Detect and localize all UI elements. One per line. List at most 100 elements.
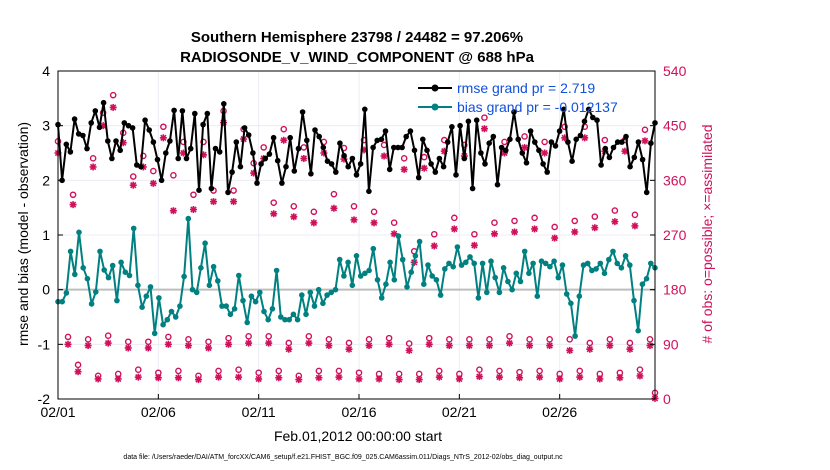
y-tick-label-right: 360 xyxy=(663,172,687,188)
star-stroke xyxy=(385,341,393,348)
obs-possible-marker xyxy=(370,208,378,216)
obs-assimilated-marker xyxy=(295,376,303,384)
bias-point xyxy=(210,263,217,270)
bias-series xyxy=(55,215,658,339)
obs-assimilated-marker xyxy=(134,373,142,381)
bias-point xyxy=(168,308,175,315)
bias-point xyxy=(408,269,415,276)
obs-possible-marker xyxy=(385,334,393,342)
bias-point xyxy=(374,277,381,283)
rmse-point xyxy=(370,144,376,151)
obs-assimilated-marker xyxy=(445,342,453,350)
obs-assimilated-marker xyxy=(205,344,213,352)
bias-point xyxy=(463,259,469,266)
obs-possible-marker xyxy=(430,230,438,238)
bias-point xyxy=(345,259,351,266)
obs-assimilated-marker xyxy=(541,149,549,157)
bias-point xyxy=(198,265,204,271)
star-stroke xyxy=(210,198,217,205)
obs-assimilated-marker xyxy=(571,228,579,236)
y-tick-label-right: 540 xyxy=(663,63,687,79)
bias-point xyxy=(303,311,309,318)
obs-assimilated-marker xyxy=(325,342,333,350)
bias-point xyxy=(391,277,398,283)
star-stroke xyxy=(330,205,338,212)
bias-point xyxy=(437,292,444,298)
rmse-point xyxy=(304,137,310,144)
star-stroke xyxy=(596,375,603,383)
bias-point xyxy=(114,297,120,304)
star-stroke xyxy=(406,347,413,354)
star-stroke xyxy=(255,375,262,383)
bias-point xyxy=(269,306,276,312)
rmse-point xyxy=(498,144,505,151)
rmse-point xyxy=(349,155,356,162)
obs-assimilated-marker xyxy=(400,165,408,173)
bias-point xyxy=(542,260,549,267)
rmse-point xyxy=(250,150,256,156)
rmse-point xyxy=(544,169,550,175)
obs-assimilated-marker xyxy=(300,154,308,162)
obs-possible-marker xyxy=(466,336,473,343)
obs-assimilated-marker xyxy=(480,125,488,133)
rmse-point xyxy=(453,172,459,178)
star-stroke xyxy=(355,375,363,383)
rmse-point xyxy=(274,157,281,164)
rmse-point xyxy=(212,145,219,152)
obs-possible-marker xyxy=(215,367,222,375)
star-stroke xyxy=(426,341,433,348)
obs-assimilated-marker xyxy=(616,374,624,382)
obs-assimilated-marker xyxy=(566,346,574,354)
obs-possible-marker xyxy=(310,208,318,216)
obs-assimilated-marker xyxy=(405,346,413,354)
bias-point xyxy=(450,263,457,270)
star-stroke xyxy=(531,225,538,233)
rmse-point xyxy=(183,155,190,162)
rmse-point xyxy=(341,152,347,159)
rmse-point xyxy=(113,138,119,144)
obs-assimilated-marker xyxy=(490,230,498,238)
rmse-point xyxy=(490,133,497,140)
bias-point xyxy=(139,304,145,311)
obs-assimilated-marker xyxy=(506,339,514,347)
rmse-point xyxy=(619,139,625,145)
obs-possible-marker xyxy=(305,332,313,340)
star-stroke xyxy=(496,373,503,381)
star-stroke xyxy=(135,373,142,381)
rmse-point xyxy=(436,155,443,162)
rmse-point xyxy=(515,136,521,143)
obs-possible-marker xyxy=(481,114,488,121)
obs-assimilated-marker xyxy=(450,225,458,233)
bias-point xyxy=(610,248,616,255)
star-stroke xyxy=(94,375,102,383)
bias-point xyxy=(252,298,259,305)
rmse-point xyxy=(196,187,202,193)
rmse-point xyxy=(432,169,439,175)
bias-point xyxy=(109,262,116,269)
star-stroke xyxy=(280,137,287,144)
star-stroke xyxy=(370,219,378,227)
rmse-point xyxy=(639,156,646,163)
bias-point xyxy=(395,233,402,239)
y-tick-label-left: -2 xyxy=(38,391,51,407)
y-tick-label-left: 2 xyxy=(42,172,50,188)
obs-possible-marker xyxy=(491,219,498,227)
rmse-point xyxy=(299,109,306,115)
obs-possible-marker xyxy=(160,123,167,131)
rmse-point xyxy=(527,128,534,134)
obs-possible-marker xyxy=(270,199,278,206)
rmse-series xyxy=(55,99,658,196)
rmse-point xyxy=(594,117,600,123)
rmse-point xyxy=(100,99,107,106)
bias-point xyxy=(227,311,234,318)
star-stroke xyxy=(591,224,598,231)
obs-possible-marker xyxy=(435,367,443,375)
bias-point xyxy=(555,274,562,281)
star-stroke xyxy=(89,163,97,171)
bias-point xyxy=(299,292,305,298)
y-tick-label-left: 3 xyxy=(42,118,50,134)
star-stroke xyxy=(160,134,167,141)
star-stroke xyxy=(130,182,137,189)
legend-bias-label: bias grand pr = -0.012137 xyxy=(457,99,618,115)
rmse-point xyxy=(75,131,82,137)
